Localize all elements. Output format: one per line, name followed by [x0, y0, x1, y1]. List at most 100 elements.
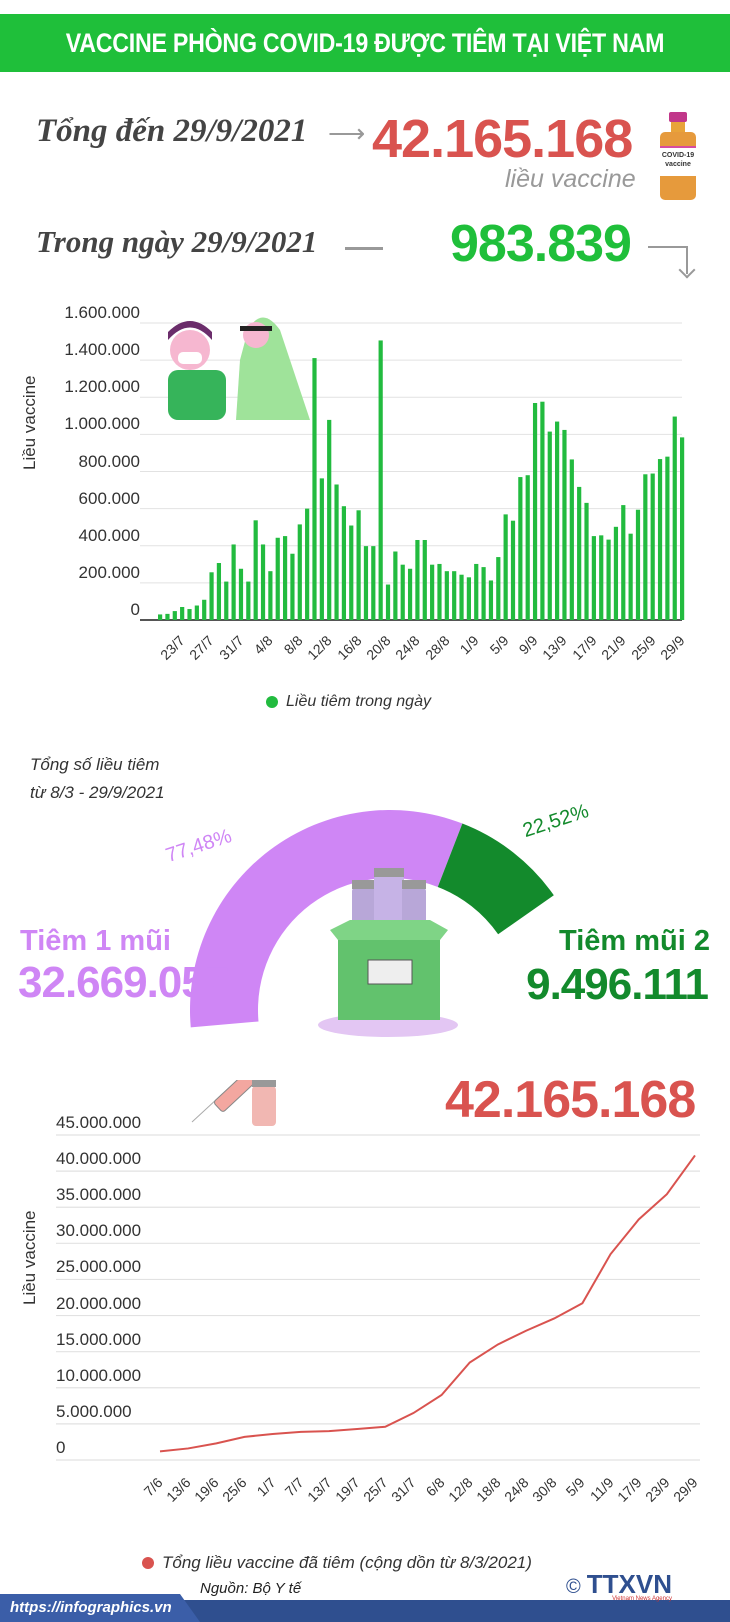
page-title: VACCINE PHÒNG COVID-19 ĐƯỢC TIÊM TẠI VIỆ…	[65, 27, 665, 58]
bar-5/8	[275, 537, 280, 620]
bar-22/7	[172, 611, 177, 620]
bar-17/9	[591, 536, 596, 620]
bar-26/9	[657, 459, 663, 620]
cumulative-total-annotation: 42.165.168	[445, 1071, 696, 1129]
donut-title: Tổng số liều tiêm	[30, 755, 160, 774]
bar-31/8	[466, 577, 471, 620]
nurse-vaccinating-patient-illustration	[168, 317, 310, 420]
bar-25/7	[194, 605, 199, 620]
bar-28/7	[216, 563, 222, 620]
bar-3/9	[488, 580, 494, 620]
gauge-slice-1	[190, 809, 463, 1028]
doses-split-gauge	[190, 809, 554, 1037]
legend-label: Tổng liều vaccine đã tiêm (cộng dồn từ 8…	[162, 1553, 532, 1572]
bar-18/8	[371, 546, 376, 620]
bar-22/8	[400, 564, 405, 620]
bar-28/8	[444, 571, 449, 620]
y-tick-label: 1.200.000	[64, 377, 140, 397]
bar-24/7	[187, 609, 192, 620]
dose2-label: Tiêm mũi 2	[559, 925, 710, 957]
bar-28/9	[672, 416, 677, 620]
bar-17/8	[363, 546, 369, 620]
y-tick-label: 40.000.000	[56, 1149, 142, 1169]
legend-marker	[266, 696, 278, 708]
y-tick-label: 25.000.000	[56, 1257, 142, 1277]
cumulative-doses-line-chart	[56, 1080, 700, 1461]
bar-11/8	[319, 478, 324, 620]
dose1-value: 32.669.057	[18, 958, 229, 1007]
vaccine-box-icon	[330, 868, 448, 1020]
bar-19/9	[606, 539, 611, 620]
bar-23/8	[407, 568, 413, 620]
bar-1/8	[246, 581, 251, 620]
y-tick-label: 15.000.000	[56, 1329, 142, 1349]
source-note: Nguồn: Bộ Y tế	[200, 1580, 302, 1597]
bar-12/9	[555, 421, 560, 620]
y-tick-label: 35.000.000	[56, 1185, 142, 1205]
website-link[interactable]: https://infographics.vn	[0, 1594, 200, 1622]
bar-9/9	[532, 403, 538, 620]
daily-doses-bar-chart	[140, 317, 685, 621]
y-tick-label: 400.000	[78, 525, 140, 545]
bar-10/8	[312, 358, 317, 620]
bar-11/9	[547, 431, 552, 620]
dose1-label: Tiêm 1 mũi	[20, 925, 171, 957]
bar-29/7	[224, 581, 229, 620]
bar-27/8	[437, 563, 442, 620]
bar-31/7	[238, 568, 244, 620]
bar-21/9	[621, 505, 626, 620]
bar-27/9	[665, 456, 670, 620]
bar-2/9	[481, 567, 486, 620]
bar-26/8	[430, 564, 435, 620]
donut-subtitle: từ 8/3 - 29/9/2021	[30, 783, 165, 802]
bar-13/9	[562, 429, 567, 620]
y-tick-label: 10.000.000	[56, 1365, 142, 1385]
y-tick-label: 1.400.000	[64, 340, 140, 360]
bar-6/9	[510, 520, 516, 620]
bar-3/8	[260, 544, 266, 620]
vaccine-vial-icon: COVID-19 vaccine	[660, 112, 696, 202]
arrow-right-icon: ⟶	[328, 118, 366, 148]
bar-7/9	[518, 477, 523, 620]
bar-30/8	[459, 574, 464, 620]
cumulative-doses-line	[159, 1154, 696, 1453]
syringe-icon	[191, 1080, 276, 1126]
bar-chart-legend: Liều tiêm trong ngày	[266, 693, 431, 711]
bar-16/9	[584, 502, 589, 620]
bar-18/9	[599, 535, 604, 620]
bar-14/9	[569, 459, 574, 620]
bar-25/8	[422, 539, 427, 620]
total-doses-value: 42.165.168	[372, 109, 633, 169]
bar-15/9	[577, 486, 582, 620]
legend-label: Liều tiêm trong ngày	[286, 693, 431, 710]
bar-25/9	[650, 473, 655, 620]
bar-10/9	[540, 401, 545, 620]
bar-9/8	[305, 508, 310, 620]
bar-24/9	[643, 474, 648, 620]
daily-label: Trong ngày 29/9/2021	[36, 224, 318, 259]
arrow-down-icon	[648, 246, 696, 279]
y-tick-label: 45.000.000	[56, 1113, 142, 1132]
bar-21/7	[165, 613, 170, 620]
bar-21/8	[393, 551, 398, 620]
legend-marker	[142, 1557, 154, 1569]
bar-29/8	[452, 571, 457, 620]
bar-30/7	[231, 544, 236, 620]
bar-20/7	[158, 614, 163, 620]
bar-16/8	[356, 510, 361, 620]
bar-27/7	[209, 572, 214, 620]
bar-4/8	[268, 571, 273, 620]
y-tick-label: 0	[130, 600, 140, 619]
y-tick-label: 0	[56, 1438, 66, 1457]
y-tick-label: 1.000.000	[64, 414, 140, 434]
bar-20/8	[385, 584, 391, 620]
dose2-value: 9.496.111	[526, 960, 709, 1009]
bar-19/8	[378, 340, 383, 620]
gauge-slice-2	[437, 823, 554, 935]
line-chart-legend: Tổng liều vaccine đã tiêm (cộng dồn từ 8…	[142, 1553, 532, 1573]
bar-24/8	[415, 539, 420, 620]
bar-5/9	[503, 514, 508, 620]
y-tick-label: 30.000.000	[56, 1221, 142, 1241]
y-tick-label: 1.600.000	[64, 303, 140, 322]
